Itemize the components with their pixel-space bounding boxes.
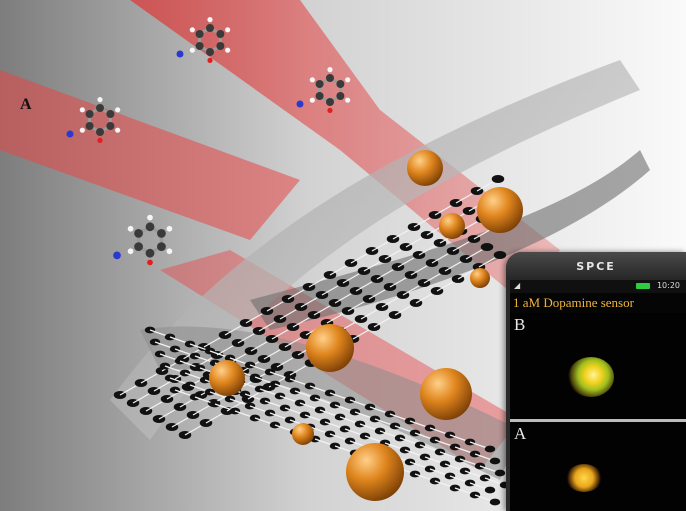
- molecule-atom: [157, 229, 166, 238]
- molecule-atom: [315, 92, 324, 100]
- molecule-atom: [216, 30, 225, 38]
- molecule-atom: [96, 104, 104, 112]
- nanoparticles: [209, 150, 523, 501]
- panel-divider: [510, 419, 686, 422]
- signal-icon: ◢: [514, 281, 521, 290]
- carbon-atom: [484, 445, 496, 453]
- molecule-atom: [326, 74, 334, 82]
- fluorescence-spot-a: [566, 464, 602, 492]
- molecule-atom: [336, 80, 345, 88]
- molecule-atom: [189, 27, 195, 33]
- molecule-atom: [225, 27, 231, 33]
- molecule-atom: [97, 137, 103, 143]
- molecule-atom: [176, 50, 184, 58]
- molecule-atom: [134, 229, 143, 238]
- molecule-atom: [309, 77, 315, 83]
- molecule-atom: [96, 128, 104, 136]
- molecule-atom: [145, 222, 155, 232]
- nanoparticle: [407, 150, 443, 186]
- molecule-atom: [106, 110, 115, 118]
- molecule-atom: [115, 107, 121, 113]
- molecule-atom: [134, 242, 143, 252]
- molecule-atom: [115, 127, 121, 133]
- molecule-atom: [207, 17, 213, 23]
- molecule-atom: [309, 97, 315, 103]
- nanoparticle: [477, 187, 523, 233]
- red-beam-left: [0, 70, 300, 240]
- battery-icon: [636, 283, 650, 289]
- molecule-atom: [216, 42, 225, 50]
- carbon-atom: [491, 175, 505, 183]
- nanoparticle: [306, 324, 354, 372]
- dopamine-molecule-lower: [113, 214, 173, 266]
- molecule-atom: [85, 122, 94, 130]
- status-bar: ◢ 10:20: [510, 280, 686, 293]
- graphene-sheet-base: [250, 150, 650, 330]
- dopamine-molecule-center: [296, 67, 351, 113]
- molecule-atom: [327, 107, 333, 113]
- screen-title: 1 aM Dopamine sensor: [513, 295, 634, 310]
- carbon-atom: [494, 469, 506, 477]
- nanoparticle: [470, 268, 490, 288]
- nanoparticle: [346, 443, 404, 501]
- nanoparticle: [420, 368, 472, 420]
- molecule-atom: [195, 30, 204, 38]
- status-time: 10:20: [656, 281, 680, 290]
- molecule-atom: [166, 248, 173, 255]
- molecule-atom: [147, 259, 153, 266]
- dopamine-molecule-top: [176, 17, 231, 64]
- molecule-atom: [66, 130, 74, 138]
- molecule-atom: [225, 47, 231, 53]
- molecule-atom: [315, 80, 324, 88]
- molecule-atom: [326, 98, 334, 106]
- molecule-atom: [189, 47, 195, 53]
- molecule-atom: [147, 214, 153, 221]
- dopamine-molecule-left: [66, 97, 121, 143]
- carbon-atom: [493, 251, 507, 259]
- molecule-atom: [127, 248, 134, 255]
- molecule-atom: [127, 225, 134, 232]
- nanoparticle: [292, 423, 314, 445]
- molecule-atom: [145, 248, 155, 258]
- molecule-atom: [296, 100, 304, 108]
- molecule-atom: [106, 122, 115, 130]
- carbon-atom: [489, 457, 501, 465]
- scene-label: A: [20, 96, 32, 113]
- molecule-atom: [166, 225, 173, 232]
- phone-screen: 1 aM Dopamine sensor B A: [510, 293, 686, 511]
- molecule-atom: [345, 77, 351, 83]
- carbon-atom: [480, 243, 494, 251]
- molecule-atom: [336, 92, 345, 100]
- phone-brand: SPCE: [576, 260, 616, 273]
- molecule-atom: [79, 107, 85, 113]
- phone-header: SPCE: [506, 252, 686, 280]
- molecule-atom: [327, 67, 333, 73]
- molecule-atom: [206, 48, 214, 56]
- panel-a: A: [510, 422, 686, 511]
- nanoparticle: [439, 213, 465, 239]
- molecule-atom: [195, 42, 204, 50]
- nanoparticle: [209, 360, 245, 396]
- molecule-atom: [206, 24, 214, 32]
- carbon-atom: [489, 498, 501, 506]
- molecule-atom: [157, 242, 166, 252]
- smartphone: SPCE ◢ 10:20 1 aM Dopamine sensor B A: [506, 252, 686, 511]
- molecule-atom: [207, 57, 213, 64]
- fluorescence-spot-b: [568, 357, 614, 397]
- panel-b-label: B: [514, 315, 526, 334]
- carbon-atom: [484, 486, 496, 494]
- panel-a-label: A: [514, 424, 527, 443]
- molecule-atom: [345, 97, 351, 103]
- molecule-atom: [97, 97, 103, 103]
- molecule-atom: [79, 127, 85, 133]
- molecule-atom: [85, 110, 94, 118]
- molecule-atom: [113, 251, 121, 260]
- panel-b: B: [510, 313, 686, 419]
